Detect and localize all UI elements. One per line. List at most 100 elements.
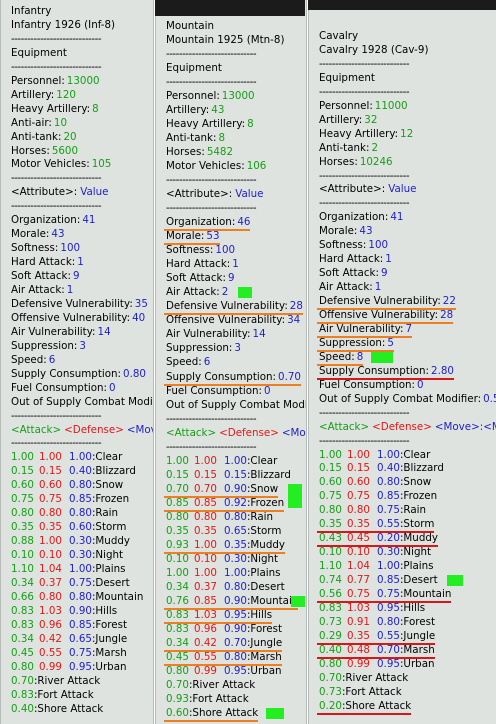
attribute-label: Hard Attack: xyxy=(11,256,76,268)
terrain-name: :Hills xyxy=(246,609,273,621)
annotation-underline xyxy=(317,643,435,645)
attribute-row: Defensive Vulnerability: 22 xyxy=(319,295,456,308)
terrain-row: 0.43 0.45 0.20:Muddy xyxy=(319,532,438,545)
terrain-attack: 0.83 xyxy=(166,609,189,621)
attribute-value: 8 xyxy=(356,351,364,363)
attribute-row: Fuel Consumption: 0 xyxy=(11,382,116,395)
terrain-move: 0.95 xyxy=(224,609,247,621)
attribute-label: Offensive Vulnerability: xyxy=(319,309,439,321)
terrain-attack: 0.80 xyxy=(166,511,189,523)
attribute-value: 1 xyxy=(385,253,392,265)
attribute-label: Defensive Vulnerability: xyxy=(319,295,441,307)
terrain-move: 0.75 xyxy=(69,577,92,589)
attribute-row: Softness: 100 xyxy=(11,242,80,255)
terrain-attack: 0.83 xyxy=(11,605,34,617)
attribute-header: <Attribute>: Value xyxy=(166,188,263,201)
terrain-attack: 0.10 xyxy=(166,553,189,565)
terrain-attack: 0.60 xyxy=(11,479,34,491)
special-name: :River Attack xyxy=(188,679,256,691)
terrain-attack: 0.34 xyxy=(166,581,189,593)
terrain-defense: 0.45 xyxy=(347,532,370,544)
equipment-row: Anti-tank: 20 xyxy=(11,131,77,144)
terrain-row: 0.66 0.80 0.80:Mountain xyxy=(11,591,143,604)
annotation-underline xyxy=(164,229,250,231)
terrain-row: 0.34 0.37 0.80:Desert xyxy=(166,581,285,594)
attribute-label: Softness: xyxy=(319,239,367,251)
terrain-attack: 0.35 xyxy=(319,518,342,530)
unit-panel-infantry: Infantry Infantry 1926 (Inf-8) -----------… xyxy=(0,0,154,724)
attribute-value: 0.70 xyxy=(278,371,301,383)
attribute-value: 1 xyxy=(232,258,239,270)
annotation-underline xyxy=(317,322,453,324)
attribute-row: Suppression: 3 xyxy=(11,340,86,353)
attribute-row: Air Vulnerability: 7 xyxy=(319,323,412,336)
terrain-attack: 0.83 xyxy=(166,623,189,635)
special-name: :Shore Attack xyxy=(33,703,104,715)
equipment-label: Artillery: xyxy=(11,89,55,101)
attribute-label: Fuel Consumption: xyxy=(319,379,416,391)
terrain-name: :Urban xyxy=(399,658,435,670)
equipment-row: Horses: 10246 xyxy=(319,156,393,169)
divider: ---------------------------- xyxy=(11,172,102,184)
attribute-value: 9 xyxy=(72,270,80,282)
terrain-name: :Frozen xyxy=(246,497,285,509)
terrain-row: 0.93 1.00 0.35:Muddy xyxy=(166,539,285,552)
terrain-move: 0.55 xyxy=(377,518,400,530)
terrain-name: :Rain xyxy=(399,504,427,516)
terrain-row: 1.00 1.00 1.00:Plains xyxy=(166,567,281,580)
attribute-value: 100 xyxy=(60,242,81,254)
attribute-label: Speed: xyxy=(166,356,202,368)
attribute-row: Speed: 8 xyxy=(319,351,363,364)
attribute-row: Out of Supply Combat Modifier: xyxy=(11,396,153,409)
terrain-move: 0.95 xyxy=(377,602,400,614)
divider: ---------------------------- xyxy=(166,413,257,425)
equipment-value: 105 xyxy=(91,158,112,170)
terrain-move: 0.80 xyxy=(377,476,400,488)
attribute-value: 46 xyxy=(237,216,251,228)
terrain-defense: 0.35 xyxy=(39,521,62,533)
attribute-value: 14 xyxy=(97,326,111,338)
attribute-row: Soft Attack: 9 xyxy=(166,272,235,285)
attribute-row: Speed: 6 xyxy=(11,354,55,367)
terrain-defense: 0.55 xyxy=(39,647,62,659)
attribute-label: Fuel Consumption: xyxy=(166,385,263,397)
attribute-value: 3 xyxy=(79,340,86,352)
equipment-row: Motor Vehicles: 106 xyxy=(166,160,266,173)
terrain-name: :Rain xyxy=(91,507,119,519)
terrain-name: :Mountain xyxy=(399,588,452,600)
attribute-row: Air Attack: 1 xyxy=(11,284,73,297)
terrain-row: 0.83 1.03 0.95:Hills xyxy=(319,602,425,615)
equipment-value: 12 xyxy=(400,128,414,140)
terrain-defense: 1.03 xyxy=(194,609,217,621)
equipment-row: Personnel: 11000 xyxy=(319,100,408,113)
equipment-value: 32 xyxy=(364,114,378,126)
attribute-value: 6 xyxy=(203,356,211,368)
terrain-defense: 1.00 xyxy=(194,567,217,579)
terrain-name: :Rain xyxy=(246,511,274,523)
attribute-value: 1 xyxy=(66,284,74,296)
terrain-row: 0.83 1.03 0.90:Hills xyxy=(11,605,117,618)
terrain-attack: 0.80 xyxy=(166,665,189,677)
terrain-move: 0.30 xyxy=(377,546,400,558)
attribute-value: 9 xyxy=(380,267,388,279)
terrain-attack: 0.83 xyxy=(319,602,342,614)
section-title-equipment: Equipment xyxy=(11,47,67,59)
terrain-move: 0.90 xyxy=(224,623,247,635)
terrain-header-move: <Move xyxy=(281,427,306,439)
terrain-move: 0.30 xyxy=(69,549,92,561)
terrain-row: 1.10 1.04 1.00:Plains xyxy=(319,560,434,573)
terrain-name: :Storm xyxy=(91,521,127,533)
terrain-row: 1.00 1.00 1.00:Clear xyxy=(166,455,277,468)
terrain-name: :Jungle xyxy=(91,633,128,645)
terrain-name: :Mountain xyxy=(91,591,144,603)
special-attack-row: 0.70:River Attack xyxy=(319,672,408,685)
terrain-name: :Hills xyxy=(91,605,118,617)
equipment-row: Artillery: 32 xyxy=(319,114,377,127)
attribute-label: Air Attack: xyxy=(11,284,65,296)
terrain-defense: 0.37 xyxy=(194,581,217,593)
attribute-header-label: <Attribute>: xyxy=(319,183,386,195)
annotation-underline xyxy=(317,713,411,715)
attribute-row: Defensive Vulnerability: 28 xyxy=(166,300,303,313)
terrain-defense: 0.37 xyxy=(39,577,62,589)
annotation-underline xyxy=(164,650,282,652)
